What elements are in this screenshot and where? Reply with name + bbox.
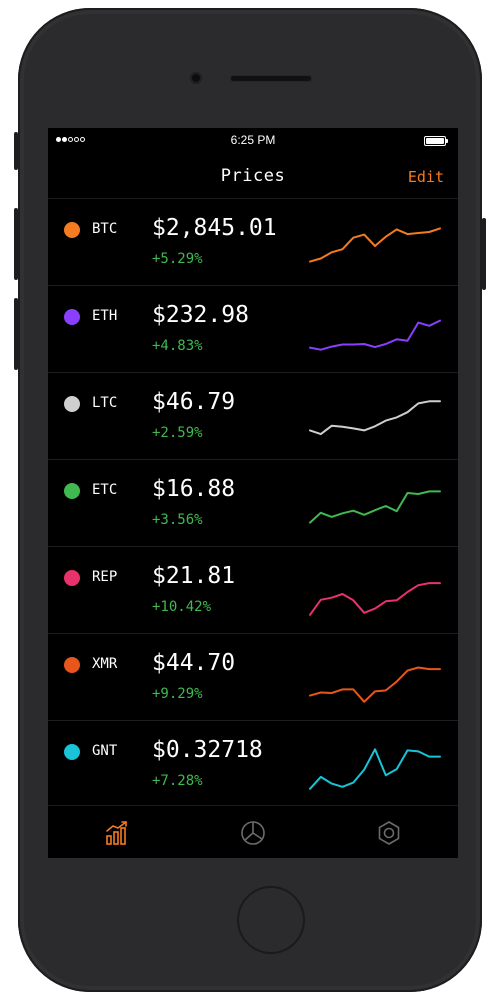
coin-symbol: ETC	[92, 482, 118, 498]
coin-row-rep[interactable]: REP $21.81 +10.42%	[48, 547, 458, 634]
coin-price: $16.88	[152, 476, 236, 502]
coin-price: $46.79	[152, 389, 236, 415]
home-button[interactable]	[237, 886, 305, 954]
coin-symbol: BTC	[92, 221, 118, 237]
signal-strength-icon	[56, 137, 85, 142]
sparkline-series	[309, 490, 441, 524]
price-sparkline	[309, 227, 441, 263]
coin-row-gnt[interactable]: GNT $0.32718 +7.28%	[48, 721, 458, 808]
coin-color-dot	[64, 744, 80, 760]
coin-color-dot	[64, 222, 80, 238]
earpiece-speaker	[230, 75, 312, 82]
sparkline-series	[309, 748, 441, 790]
coin-change-percent: +3.56%	[152, 512, 203, 528]
coin-change-percent: +9.29%	[152, 686, 203, 702]
coin-change-percent: +7.28%	[152, 773, 203, 789]
signal-dot	[68, 137, 73, 142]
coin-price: $0.32718	[152, 737, 263, 763]
coin-symbol: ETH	[92, 308, 118, 324]
coin-change-percent: +2.59%	[152, 425, 203, 441]
mute-switch	[14, 132, 18, 170]
pie-chart-icon	[241, 821, 265, 845]
coin-change-percent: +5.29%	[152, 251, 203, 267]
signal-dot	[56, 137, 61, 142]
coin-change-percent: +4.83%	[152, 338, 203, 354]
status-bar: 6:25 PM	[48, 128, 458, 152]
tab-bar	[48, 805, 458, 858]
front-camera	[190, 72, 202, 84]
coin-symbol: GNT	[92, 743, 118, 759]
coin-price: $21.81	[152, 563, 236, 589]
signal-dot	[74, 137, 79, 142]
coin-row-xmr[interactable]: XMR $44.70 +9.29%	[48, 634, 458, 721]
price-sparkline	[309, 582, 441, 616]
coin-row-ltc[interactable]: LTC $46.79 +2.59%	[48, 373, 458, 460]
edit-button[interactable]: Edit	[407, 168, 444, 186]
coin-color-dot	[64, 483, 80, 499]
tab-portfolio[interactable]	[238, 818, 268, 848]
sparkline-series	[309, 400, 441, 436]
sparkline-series	[309, 582, 441, 616]
sparkline-series	[309, 319, 441, 351]
navigation-bar: Prices Edit	[48, 152, 458, 199]
price-sparkline	[309, 490, 441, 524]
coin-symbol: REP	[92, 569, 118, 585]
coin-price: $2,845.01	[152, 215, 277, 241]
app-screen: 6:25 PM Prices Edit BTC $2,845.01 +5.29% ET…	[48, 128, 458, 858]
coin-color-dot	[64, 657, 80, 673]
page-title: Prices	[220, 166, 286, 186]
price-sparkline	[309, 319, 441, 351]
chart-bars-icon	[106, 821, 127, 845]
sparkline-series	[309, 227, 441, 263]
coin-symbol: XMR	[92, 656, 118, 672]
battery-icon	[424, 136, 448, 146]
tab-prices[interactable]	[103, 818, 133, 848]
coin-price-list: BTC $2,845.01 +5.29% ETH $232.98 +4.83% LTC $46…	[48, 199, 458, 808]
signal-dot	[62, 137, 67, 142]
coin-price: $44.70	[152, 650, 236, 676]
volume-down-button	[14, 298, 18, 370]
coin-price: $232.98	[152, 302, 249, 328]
coin-change-percent: +10.42%	[152, 599, 212, 615]
coin-symbol: LTC	[92, 395, 118, 411]
power-button	[482, 218, 486, 290]
signal-dot	[80, 137, 85, 142]
price-sparkline	[309, 666, 441, 703]
status-time: 6:25 PM	[230, 133, 276, 147]
coin-color-dot	[64, 309, 80, 325]
coin-color-dot	[64, 570, 80, 586]
sparkline-series	[309, 666, 441, 703]
coin-row-eth[interactable]: ETH $232.98 +4.83%	[48, 286, 458, 373]
volume-up-button	[14, 208, 18, 280]
coin-row-btc[interactable]: BTC $2,845.01 +5.29%	[48, 199, 458, 286]
settings-hexagon-icon	[378, 821, 400, 845]
coin-color-dot	[64, 396, 80, 412]
price-sparkline	[309, 400, 441, 436]
coin-row-etc[interactable]: ETC $16.88 +3.56%	[48, 460, 458, 547]
price-sparkline	[309, 748, 441, 790]
tab-settings[interactable]	[374, 818, 404, 848]
